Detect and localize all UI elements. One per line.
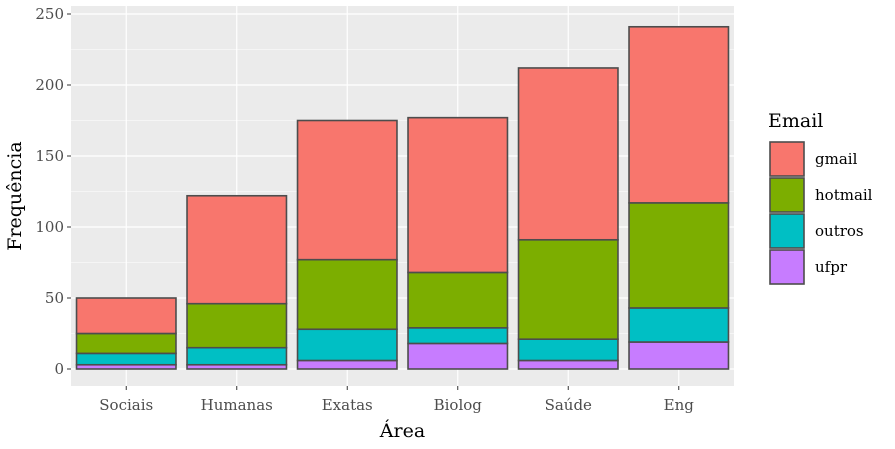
legend-title: Email [768, 110, 823, 132]
bar-segment-gmail [407, 116, 509, 274]
bar-segment-ufpr [296, 359, 398, 370]
x-tick-label: Exatas [322, 396, 373, 414]
bar-segment-outros [407, 327, 509, 345]
bar-segment-outros [628, 307, 730, 343]
bar-segment-hotmail [186, 302, 288, 349]
bar-segment-outros [75, 352, 177, 366]
legend-label-ufpr: ufpr [815, 258, 848, 276]
bar-segment-ufpr [628, 341, 730, 370]
x-tick-label: Eng [664, 396, 695, 414]
bar-segment-ufpr [407, 342, 509, 370]
bar-segment-gmail [75, 297, 177, 335]
bar-segment-hotmail [296, 258, 398, 331]
bar-segment-hotmail [407, 271, 509, 329]
plot-panel [71, 6, 734, 386]
bar-segment-outros [517, 338, 619, 362]
bar-segment-ufpr [517, 359, 619, 370]
legend-label-hotmail: hotmail [815, 186, 873, 204]
bar-segment-outros [186, 346, 288, 366]
y-tick-label: 200 [35, 76, 64, 94]
legend-label-gmail: gmail [815, 150, 858, 168]
bar-segment-hotmail [628, 202, 730, 309]
y-tick-label: 150 [35, 147, 64, 165]
bar-segment-gmail [517, 67, 619, 241]
legend-label-outros: outros [815, 222, 864, 240]
y-axis-title: Frequência [4, 141, 26, 250]
y-tick-label: 100 [35, 218, 64, 236]
y-tick-label: 250 [35, 5, 64, 23]
y-tick-label: 50 [45, 289, 64, 307]
x-axis: Sociais Humanas Exatas Biolog Saúde Eng [99, 386, 694, 414]
bar-segment-outros [296, 328, 398, 362]
grid-minor [71, 49, 734, 334]
bars [75, 25, 730, 370]
bar-segment-gmail [296, 119, 398, 261]
x-tick-label: Sociais [99, 396, 153, 414]
legend-key-outros [769, 213, 805, 249]
legend-key-gmail [769, 141, 805, 177]
legend: Email gmail hotmail outros ufpr [768, 110, 873, 285]
legend-key-ufpr [769, 249, 805, 285]
y-tick-label: 0 [54, 360, 64, 378]
x-tick-label: Biolog [434, 396, 483, 414]
x-tick-label: Saúde [545, 396, 592, 414]
bar-segment-gmail [628, 25, 730, 204]
y-axis: 0 50 100 150 200 250 [35, 5, 71, 378]
bar-segment-gmail [186, 194, 288, 305]
bar-segment-hotmail [75, 332, 177, 355]
legend-key-hotmail [769, 177, 805, 213]
bar-segment-hotmail [517, 238, 619, 340]
x-axis-title: Área [379, 419, 425, 442]
x-tick-label: Humanas [201, 396, 273, 414]
